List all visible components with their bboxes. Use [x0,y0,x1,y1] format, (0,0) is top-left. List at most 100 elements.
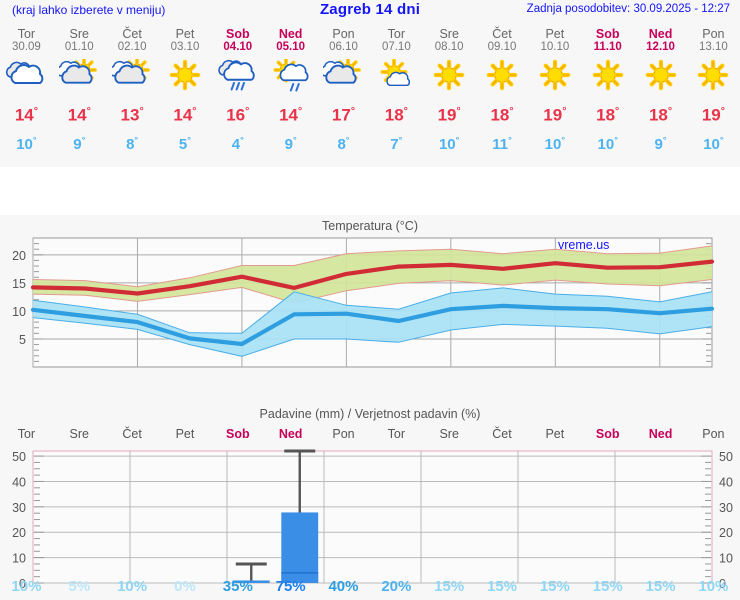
day-column-7[interactable]: Tor 07.10 [370,22,423,54]
day-column-0[interactable]: Tor 30.09 [0,22,53,54]
day-column-10[interactable]: Pet 10.10 [528,22,581,54]
day-name: Pet [545,27,565,41]
day-name: Ned [278,27,303,41]
precip-day-name: Ned [278,427,303,441]
max-temp-value: 14° [67,105,91,125]
max-temp-value: 19° [437,105,461,125]
sunny-icon [581,59,634,93]
day-date: 30.09 [12,41,41,53]
svg-text:5: 5 [19,333,26,347]
temperature-chart-title: Temperatura (°C) [322,219,418,233]
min-temp-value: 9° [73,134,86,153]
section-divider [0,167,740,215]
precip-day-name: Čet [492,427,512,441]
svg-text:40: 40 [12,475,26,489]
svg-text:10: 10 [12,552,26,566]
precip-probability: 75% [275,578,306,595]
max-temp-value: 18° [384,105,408,125]
max-temp-value: 16° [226,105,250,125]
day-date: 12.10 [646,41,675,53]
precipitation-chart-title: Padavine (mm) / Verjetnost padavin (%) [259,407,481,421]
day-date: 13.10 [699,41,728,53]
precip-probability: 35% [222,578,253,595]
temperature-chart: Temperatura (°C) 20 15 10 5 [0,215,740,405]
max-temp-value: 18° [648,105,673,125]
svg-text:20: 20 [719,526,733,540]
day-name-row: Tor 30.09 Sre 01.10 Čet 02.10 Pet 03.10 Sob 04.10… [0,22,740,54]
precip-day-name: Pet [175,427,195,441]
day-name: Sre [69,27,89,41]
min-temp-value: 4° [231,134,244,153]
min-temp-value: 10° [597,134,618,153]
day-column-8[interactable]: Sre 08.10 [423,22,476,54]
weather-icon-row [0,54,740,98]
min-temp-value: 7° [390,134,403,153]
svg-text:20: 20 [12,249,26,263]
min-temperature-row: 10° 9° 8° 5° 4° 9° 8° 7° 10° 11° 10° 10° 9° 10° [0,129,740,156]
day-name: Čet [122,27,142,41]
precip-day-row: Tor Sre Čet Pet Sob Ned Pon Tor Sre Čet Pet Sob Ned P… [0,427,740,441]
min-temp-value: 8° [337,134,350,153]
day-column-4[interactable]: Sob 04.10 [211,22,264,54]
min-temp-value: 11° [492,134,512,153]
page-header: (kraj lahko izberete v meniju) Zagreb 14… [0,0,740,22]
max-temp-value: 18° [596,105,620,125]
precip-day-name: Sre [439,427,459,441]
day-name: Sob [225,27,250,41]
svg-text:10: 10 [12,305,26,319]
day-column-9[interactable]: Čet 09.10 [476,22,529,54]
max-temp-value: 14° [279,105,303,125]
svg-text:0: 0 [719,577,726,591]
day-column-6[interactable]: Pon 06.10 [317,22,370,54]
day-date: 01.10 [64,41,94,53]
precip-day-name: Tor [387,427,406,441]
svg-text:20: 20 [12,526,26,540]
precip-probability: 10% [698,578,729,595]
day-name: Tor [387,27,406,41]
precip-probability: 15% [539,578,570,595]
day-date: 05.10 [276,41,306,53]
min-temp-value: 10° [16,134,37,153]
temperature-chart-svg: 20 15 10 5 [12,237,715,368]
day-name: Sob [595,27,620,41]
day-name: Čet [492,27,512,41]
day-column-5[interactable]: Ned 05.10 [264,22,317,54]
svg-text:0: 0 [19,577,26,591]
min-temp-value: 10° [438,134,460,153]
precip-probability: 15% [434,578,465,595]
svg-text:30: 30 [719,501,733,515]
day-column-2[interactable]: Čet 02.10 [106,22,159,54]
watermark: vreme.us [558,238,610,252]
day-date: 02.10 [117,41,147,53]
min-temp-value: 10° [544,134,566,153]
sun-rain-icon [264,59,317,93]
precip-probability: 15% [487,578,518,595]
min-temp-value: 8° [126,134,139,153]
day-column-1[interactable]: Sre 01.10 [53,22,106,54]
day-date: 07.10 [381,41,411,53]
svg-text:30: 30 [12,501,26,515]
svg-text:40: 40 [719,475,733,489]
precipitation-probability-row: 10% 5% 10% 0% 35% 75% 40% 20% 15% 15% 15% 15% 15% 10% [0,578,740,595]
precip-probability: 15% [645,578,676,595]
precip-day-name: Sob [595,427,620,441]
day-name: Pon [702,27,725,41]
partly-sunny-icon [53,59,106,93]
sunny-icon [687,59,740,93]
day-column-12[interactable]: Ned 12.10 [634,22,687,54]
day-column-11[interactable]: Sob 11.10 [581,22,634,54]
precipitation-chart: Padavine (mm) / Verjetnost padavin (%) T… [0,405,740,600]
precip-probability: 5% [68,578,91,595]
max-temp-value: 14° [173,105,197,125]
sunny-icon [423,59,476,93]
day-date: 10.10 [540,41,570,53]
day-name: Tor [17,27,36,41]
cloudy-icon [0,59,53,93]
svg-text:15: 15 [12,277,26,291]
precip-probability: 0% [174,578,196,595]
min-temp-value: 10° [703,134,724,153]
day-column-3[interactable]: Pet 03.10 [159,22,212,54]
day-column-13[interactable]: Pon 13.10 [687,22,740,54]
precip-day-name: Sre [69,427,89,441]
